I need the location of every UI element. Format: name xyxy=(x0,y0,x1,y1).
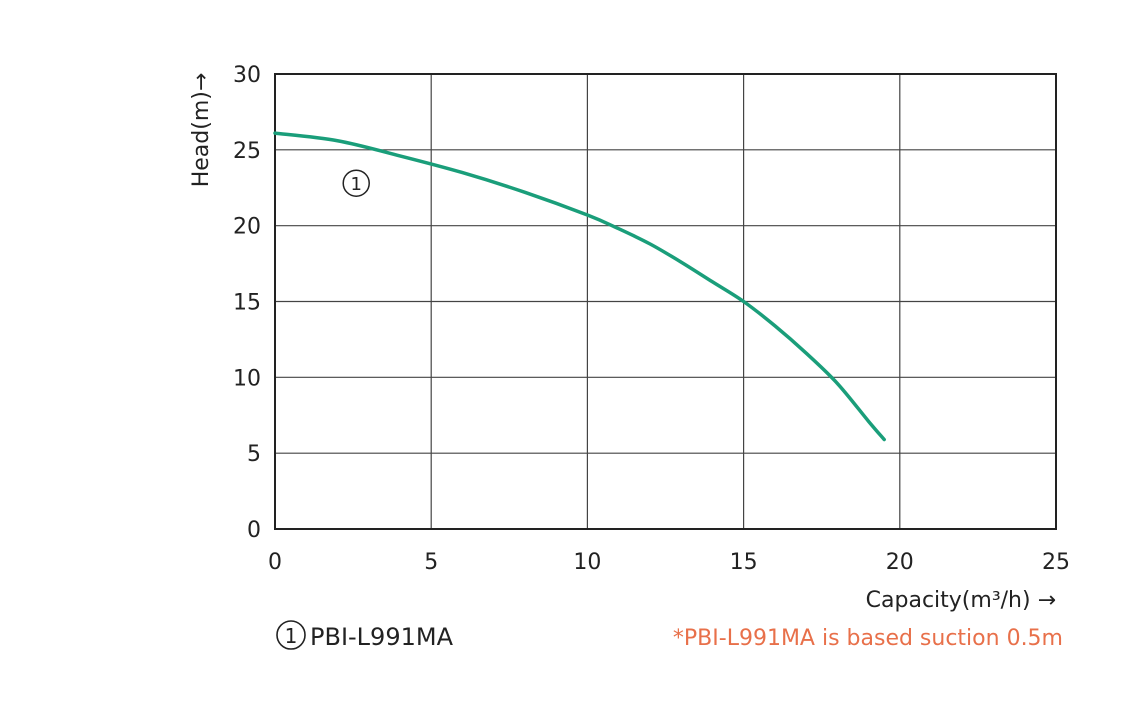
plot-frame xyxy=(274,73,1057,530)
series-line-1 xyxy=(273,131,886,442)
suction-note: *PBI-L991MA is based suction 0.5m xyxy=(673,626,1063,651)
x-axis-ticks: 0 5 10 15 20 25 xyxy=(268,550,1070,575)
series-marker-circle xyxy=(342,169,370,197)
y-tick-label: 15 xyxy=(233,291,261,316)
y-tick-label: 5 xyxy=(247,442,261,467)
y-tick-label: 25 xyxy=(233,139,261,164)
legend: 1 PBI-L991MA xyxy=(276,620,454,651)
y-axis-ticks: 0 5 10 15 20 25 30 xyxy=(233,63,261,543)
x-axis-title: Capacity(m³/h) → xyxy=(866,588,1056,613)
y-tick-label: 0 xyxy=(247,518,261,543)
legend-marker-number: 1 xyxy=(285,624,298,648)
x-tick-label: 5 xyxy=(424,550,438,575)
y-tick-label: 20 xyxy=(233,215,261,240)
series-layer: 1 xyxy=(273,131,886,442)
x-tick-label: 20 xyxy=(886,550,914,575)
series-marker-number: 1 xyxy=(350,174,361,195)
y-axis-title: Head(m)→ xyxy=(189,73,214,188)
legend-marker-circle xyxy=(276,620,306,650)
grid-lines xyxy=(275,74,1056,529)
x-tick-label: 15 xyxy=(730,550,758,575)
x-tick-label: 10 xyxy=(573,550,601,575)
x-tick-label: 0 xyxy=(268,550,282,575)
y-tick-label: 10 xyxy=(233,366,261,391)
legend-label: PBI-L991MA xyxy=(310,623,454,651)
y-tick-label: 30 xyxy=(233,63,261,88)
x-tick-label: 25 xyxy=(1042,550,1070,575)
